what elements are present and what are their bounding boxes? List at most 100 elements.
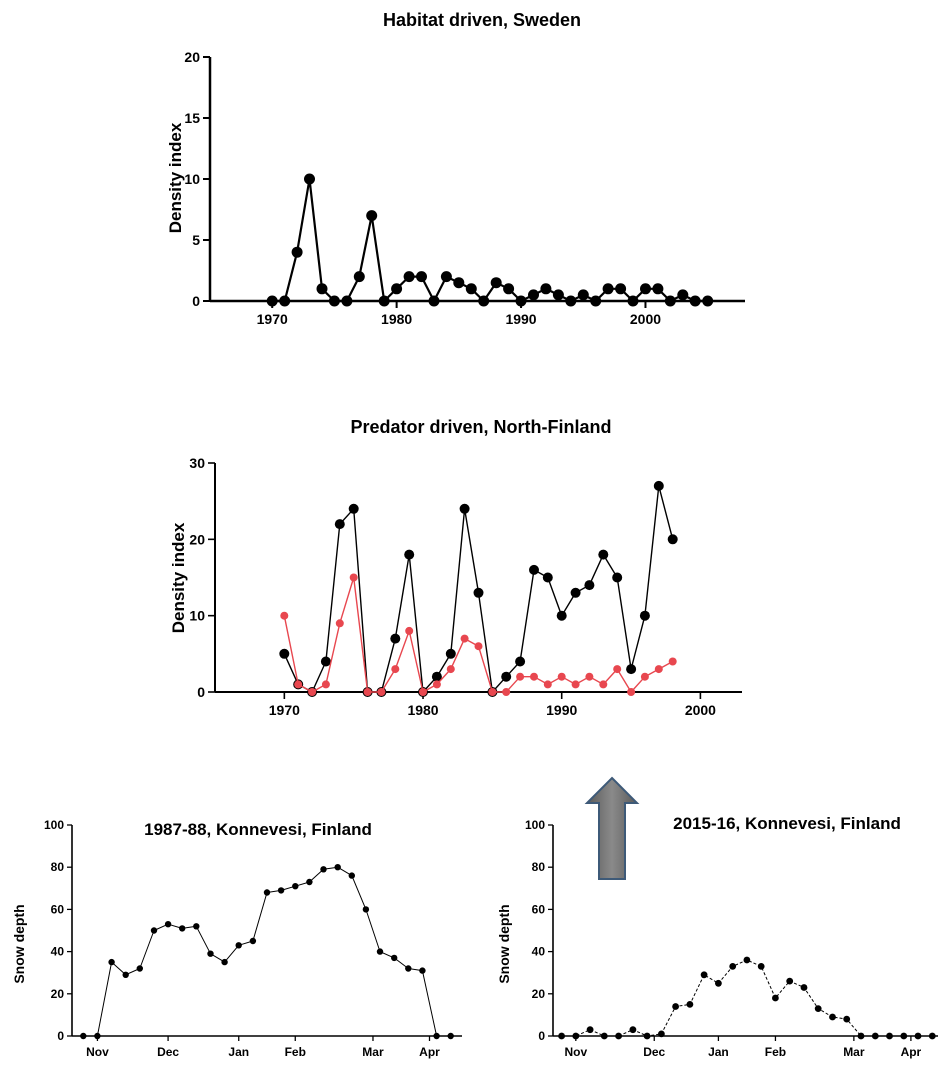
data-point — [542, 572, 553, 583]
data-point — [613, 665, 622, 674]
chart-title: Habitat driven, Sweden — [383, 10, 581, 30]
x-tick-label: 1990 — [505, 311, 536, 327]
data-point — [445, 648, 456, 659]
data-point — [277, 887, 285, 894]
data-point — [453, 277, 465, 289]
y-tick-label: 40 — [532, 945, 546, 959]
x-tick-label: Apr — [901, 1045, 922, 1059]
data-point — [280, 611, 289, 620]
y-tick-label: 80 — [51, 860, 65, 874]
x-tick-label: 1990 — [546, 702, 577, 718]
y-tick-label: 10 — [184, 171, 200, 187]
data-point — [474, 642, 483, 651]
data-point — [528, 289, 539, 301]
data-point — [488, 688, 497, 696]
data-point — [320, 656, 331, 667]
data-point — [857, 1032, 865, 1040]
data-point — [886, 1032, 893, 1040]
y-axis-label: Snow depth — [11, 904, 27, 983]
data-point — [654, 665, 663, 674]
x-tick-label: 2000 — [630, 311, 661, 327]
data-point — [94, 1032, 101, 1040]
data-point — [334, 864, 341, 871]
x-tick-label: Jan — [708, 1045, 729, 1059]
y-tick-label: 20 — [51, 987, 65, 1001]
data-point — [391, 283, 403, 295]
x-tick-label: 1970 — [269, 702, 300, 718]
data-point — [584, 580, 595, 591]
data-point — [689, 295, 701, 307]
data-point — [390, 633, 401, 644]
data-point — [668, 657, 677, 666]
data-point — [416, 271, 427, 283]
data-point — [459, 503, 470, 514]
data-point — [316, 283, 328, 295]
data-point — [465, 283, 477, 295]
data-point — [341, 295, 353, 307]
data-point — [627, 688, 636, 696]
y-tick-label: 40 — [51, 945, 65, 959]
data-point — [914, 1032, 922, 1040]
x-tick-label: Jan — [228, 1045, 249, 1059]
data-point — [193, 923, 200, 930]
data-point — [556, 610, 567, 621]
y-tick-label: 20 — [189, 531, 205, 547]
data-point — [221, 958, 228, 966]
data-point — [658, 1030, 665, 1038]
data-point — [586, 1026, 594, 1034]
data-point — [404, 549, 415, 560]
data-point — [800, 984, 808, 991]
data-point — [715, 979, 722, 987]
series-line-0 — [272, 177, 708, 303]
chart-konnevesi-1987-88: 1987-88, Konnevesi, Finland Snow depth 0… — [11, 818, 462, 1059]
data-point — [598, 549, 609, 560]
y-tick-label: 100 — [525, 818, 545, 832]
up-arrow-icon — [584, 776, 640, 880]
data-point — [558, 1032, 565, 1040]
data-point — [335, 619, 344, 628]
data-point — [473, 587, 484, 598]
data-point — [640, 283, 651, 295]
data-point — [447, 1032, 454, 1040]
data-point — [428, 295, 440, 307]
data-point — [629, 1026, 637, 1034]
data-point — [179, 925, 186, 932]
chart-marks: 0 10 20 30 1970 1980 1990 2000 — [189, 455, 742, 718]
data-point — [376, 948, 384, 955]
y-tick-label: 15 — [184, 110, 200, 126]
data-point — [391, 665, 400, 674]
chart-marks: 0 20 40 60 80 100 Nov Dec Jan Feb Mar Apr — [44, 818, 462, 1059]
data-point — [571, 680, 580, 689]
data-point — [900, 1032, 908, 1040]
data-point — [391, 954, 398, 962]
x-tick-label: Mar — [362, 1045, 384, 1059]
chart-title: 1987-88, Konnevesi, Finland — [144, 820, 372, 839]
data-point — [263, 889, 271, 896]
data-point — [362, 906, 370, 913]
x-tick-label: Feb — [285, 1045, 306, 1059]
data-point — [266, 295, 278, 307]
data-point — [432, 680, 441, 689]
data-point — [543, 680, 552, 689]
series-line-0 — [561, 959, 933, 1037]
data-point — [403, 271, 415, 283]
y-tick-label: 30 — [189, 455, 205, 471]
y-tick-label: 10 — [189, 608, 205, 624]
data-point — [501, 671, 512, 682]
data-point — [626, 664, 637, 675]
data-point — [291, 246, 303, 258]
data-point — [516, 672, 525, 681]
data-point — [478, 295, 490, 307]
data-point — [502, 688, 511, 696]
chart-predator-north-finland: Predator driven, North-Finland Density i… — [169, 417, 742, 718]
y-axis-label: Snow depth — [496, 904, 512, 983]
data-point — [928, 1032, 936, 1040]
data-point — [348, 503, 359, 514]
x-tick-label: Nov — [86, 1045, 109, 1059]
data-point — [652, 283, 664, 295]
y-axis-label: Density index — [169, 522, 188, 633]
data-point — [729, 963, 737, 970]
chart-konnevesi-2015-16: 2015-16, Konnevesi, Finland Snow depth 0… — [496, 814, 938, 1059]
data-point — [530, 672, 538, 681]
